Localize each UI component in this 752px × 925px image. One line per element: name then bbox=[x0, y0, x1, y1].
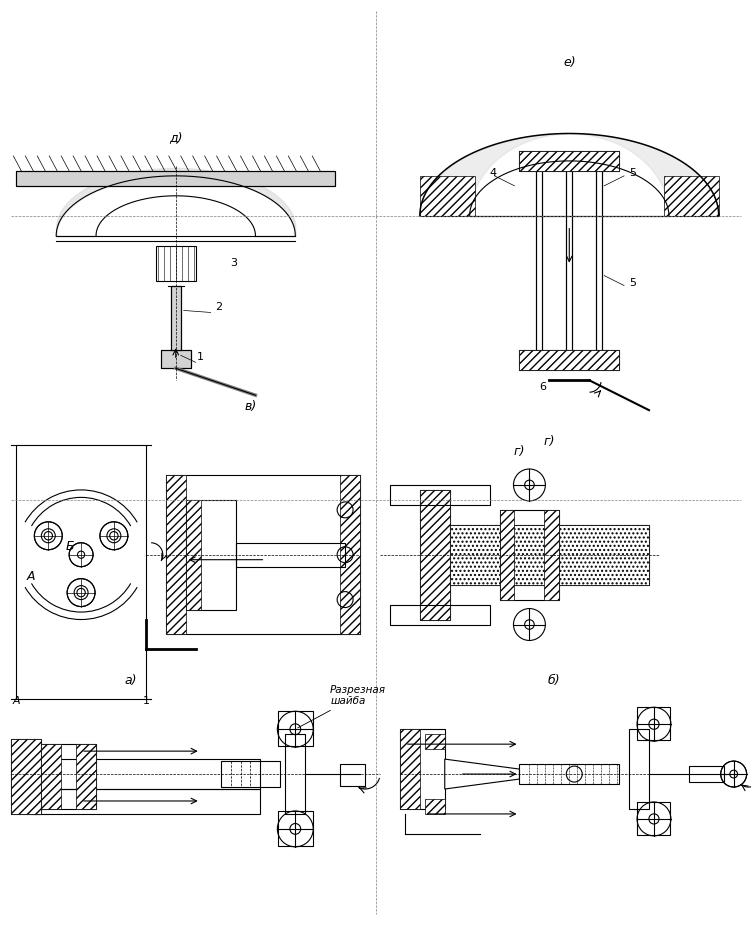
Bar bbox=[637, 708, 670, 740]
Bar bbox=[171, 286, 180, 351]
Bar bbox=[390, 485, 490, 505]
Bar bbox=[76, 744, 96, 809]
Bar bbox=[161, 351, 191, 368]
Bar bbox=[425, 734, 444, 749]
Bar bbox=[186, 500, 201, 610]
Bar bbox=[596, 166, 602, 361]
Bar bbox=[278, 811, 314, 845]
Bar bbox=[11, 739, 41, 814]
Text: е): е) bbox=[563, 56, 575, 69]
Bar bbox=[165, 475, 186, 635]
Bar bbox=[536, 166, 542, 361]
Text: д): д) bbox=[169, 131, 183, 144]
Text: А: А bbox=[13, 697, 20, 707]
Bar bbox=[536, 166, 542, 361]
Bar bbox=[520, 151, 619, 171]
Bar bbox=[544, 510, 559, 599]
Bar bbox=[156, 246, 196, 280]
Bar bbox=[390, 605, 490, 624]
Polygon shape bbox=[444, 759, 520, 789]
Bar bbox=[400, 729, 420, 809]
Bar bbox=[11, 739, 41, 814]
Bar bbox=[566, 166, 572, 361]
Text: 4: 4 bbox=[490, 167, 497, 178]
Text: Разрезная
шайба: Разрезная шайба bbox=[298, 684, 387, 728]
Bar bbox=[520, 351, 619, 370]
Bar bbox=[171, 286, 180, 351]
Text: 1: 1 bbox=[197, 352, 204, 363]
Text: 1: 1 bbox=[142, 697, 150, 707]
Text: А: А bbox=[26, 570, 35, 583]
Bar bbox=[596, 166, 602, 361]
Text: 5: 5 bbox=[629, 278, 636, 288]
Bar bbox=[420, 176, 475, 216]
Text: б): б) bbox=[548, 674, 561, 687]
Bar bbox=[664, 176, 719, 216]
Bar bbox=[629, 729, 649, 809]
Bar bbox=[566, 166, 572, 361]
Bar bbox=[235, 543, 345, 567]
Bar bbox=[425, 799, 444, 814]
Text: г): г) bbox=[514, 445, 525, 458]
Bar bbox=[285, 734, 305, 814]
Bar bbox=[32, 789, 260, 814]
Bar bbox=[32, 759, 260, 789]
Bar bbox=[165, 475, 360, 635]
Bar bbox=[17, 171, 335, 186]
Bar bbox=[400, 729, 444, 809]
Bar bbox=[41, 744, 61, 809]
Bar bbox=[520, 151, 619, 171]
Bar bbox=[220, 761, 280, 787]
Bar bbox=[499, 510, 514, 599]
Text: 5: 5 bbox=[629, 167, 636, 178]
Bar bbox=[450, 524, 649, 585]
Text: Б: Б bbox=[66, 539, 74, 553]
Bar bbox=[278, 711, 314, 746]
Text: г): г) bbox=[544, 435, 555, 448]
Bar bbox=[520, 764, 619, 784]
Text: 6: 6 bbox=[539, 382, 547, 392]
Bar bbox=[689, 766, 723, 782]
Text: 2: 2 bbox=[216, 302, 223, 313]
Bar bbox=[161, 351, 191, 368]
Bar bbox=[340, 475, 360, 635]
Bar bbox=[186, 500, 235, 610]
Bar bbox=[520, 351, 619, 370]
Text: 3: 3 bbox=[231, 257, 238, 267]
Bar bbox=[420, 490, 450, 620]
Bar bbox=[450, 524, 649, 585]
Bar bbox=[499, 510, 559, 599]
Bar bbox=[420, 490, 450, 620]
Bar bbox=[17, 171, 335, 186]
Bar bbox=[340, 764, 365, 786]
Bar bbox=[637, 802, 670, 835]
Text: а): а) bbox=[125, 674, 137, 687]
Text: в): в) bbox=[244, 401, 256, 413]
Bar bbox=[41, 744, 96, 809]
